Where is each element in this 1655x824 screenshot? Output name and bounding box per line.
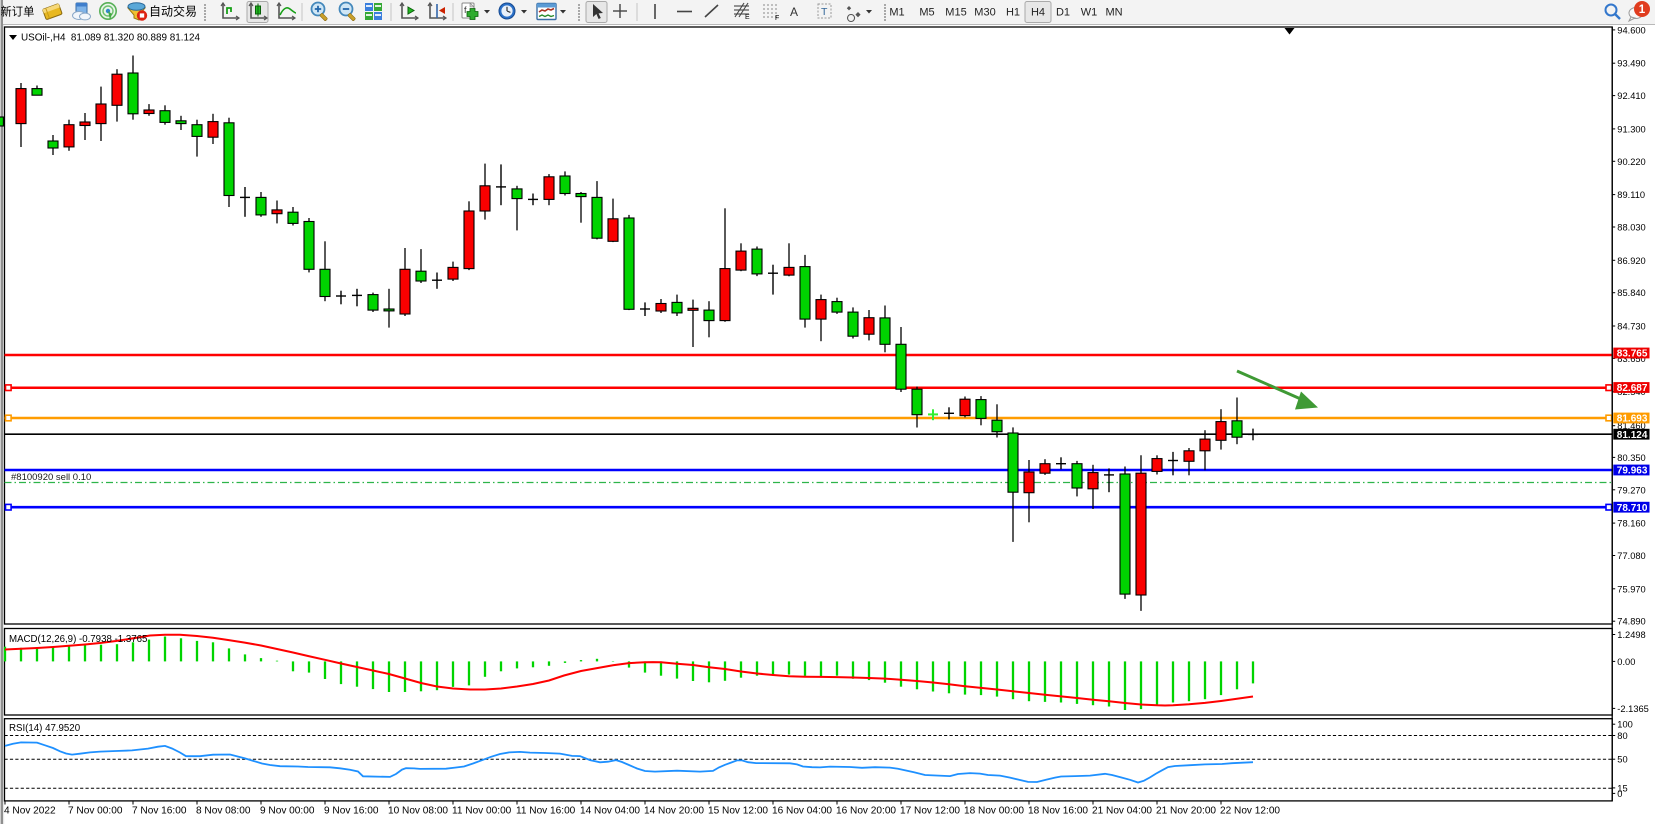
svg-text:90.220: 90.220	[1617, 157, 1645, 167]
svg-text:79.270: 79.270	[1617, 485, 1645, 495]
svg-text:7 Nov 00:00: 7 Nov 00:00	[68, 806, 123, 817]
svg-text:89.110: 89.110	[1617, 190, 1645, 200]
svg-text:74.890: 74.890	[1617, 617, 1645, 627]
svg-text:9 Nov 16:00: 9 Nov 16:00	[324, 806, 379, 817]
svg-text:81.460: 81.460	[1617, 421, 1645, 431]
svg-text:M15: M15	[945, 7, 966, 19]
svg-text:82.687: 82.687	[1617, 383, 1648, 394]
svg-text:78.160: 78.160	[1617, 519, 1645, 529]
svg-text:75.970: 75.970	[1617, 584, 1645, 594]
svg-text:16 Nov 20:00: 16 Nov 20:00	[836, 806, 896, 817]
svg-text:21 Nov 20:00: 21 Nov 20:00	[1156, 806, 1216, 817]
svg-text:91.300: 91.300	[1617, 124, 1645, 134]
svg-text:4 Nov 2022: 4 Nov 2022	[4, 806, 56, 817]
svg-text:81.693: 81.693	[1617, 414, 1648, 425]
svg-text:18 Nov 00:00: 18 Nov 00:00	[964, 806, 1024, 817]
svg-text:88.030: 88.030	[1617, 223, 1645, 233]
svg-text:MN: MN	[1105, 7, 1122, 19]
svg-text:80: 80	[1617, 731, 1627, 741]
svg-text:D1: D1	[1056, 7, 1070, 19]
svg-text:79.963: 79.963	[1617, 466, 1648, 477]
svg-text:H1: H1	[1006, 7, 1020, 19]
svg-text:11 Nov 16:00: 11 Nov 16:00	[516, 806, 576, 817]
svg-text:W1: W1	[1081, 7, 1098, 19]
svg-text:M30: M30	[974, 7, 995, 19]
svg-text:T: T	[821, 6, 828, 18]
svg-text:M1: M1	[889, 7, 904, 19]
svg-text:84.730: 84.730	[1617, 322, 1645, 332]
svg-text:0.00: 0.00	[1617, 657, 1635, 667]
svg-text:21 Nov 04:00: 21 Nov 04:00	[1092, 806, 1152, 817]
svg-text:8 Nov 08:00: 8 Nov 08:00	[196, 806, 251, 817]
svg-text:1: 1	[1639, 4, 1646, 16]
svg-text:M5: M5	[919, 7, 934, 19]
svg-text:80.350: 80.350	[1617, 453, 1645, 463]
svg-text:92.410: 92.410	[1617, 91, 1645, 101]
svg-text:17 Nov 12:00: 17 Nov 12:00	[900, 806, 960, 817]
svg-text:86.920: 86.920	[1617, 256, 1645, 266]
svg-text:A: A	[790, 5, 798, 19]
svg-text:0: 0	[1617, 789, 1622, 799]
svg-text:18 Nov 16:00: 18 Nov 16:00	[1028, 806, 1088, 817]
svg-text:16 Nov 04:00: 16 Nov 04:00	[772, 806, 832, 817]
svg-text:94.600: 94.600	[1617, 25, 1645, 35]
svg-text:93.490: 93.490	[1617, 59, 1645, 69]
svg-text:14 Nov 04:00: 14 Nov 04:00	[580, 806, 640, 817]
svg-text:1.2498: 1.2498	[1617, 630, 1645, 640]
svg-text:83.650: 83.650	[1617, 354, 1645, 364]
svg-text:f: f	[464, 5, 467, 15]
svg-text:-2.1365: -2.1365	[1617, 704, 1649, 714]
svg-text:9 Nov 00:00: 9 Nov 00:00	[260, 806, 315, 817]
svg-text:F: F	[775, 15, 779, 22]
svg-text:H4: H4	[1031, 7, 1045, 19]
svg-text:81.124: 81.124	[1617, 430, 1648, 441]
svg-text:78.710: 78.710	[1617, 503, 1648, 514]
svg-text:10 Nov 08:00: 10 Nov 08:00	[388, 806, 448, 817]
svg-text:#8100920 sell 0.10: #8100920 sell 0.10	[11, 472, 91, 483]
svg-text:15: 15	[1617, 783, 1627, 793]
svg-text:83.765: 83.765	[1617, 349, 1648, 360]
svg-text:77.080: 77.080	[1617, 551, 1645, 561]
svg-text:7 Nov 16:00: 7 Nov 16:00	[132, 806, 187, 817]
svg-text:22 Nov 12:00: 22 Nov 12:00	[1220, 806, 1280, 817]
svg-text:85.840: 85.840	[1617, 288, 1645, 298]
svg-text:15 Nov 12:00: 15 Nov 12:00	[708, 806, 768, 817]
svg-text:100: 100	[1617, 720, 1633, 730]
svg-text:50: 50	[1617, 755, 1627, 765]
svg-text:新订单: 新订单	[1, 5, 35, 19]
svg-text:E: E	[745, 14, 750, 21]
svg-text:11 Nov 00:00: 11 Nov 00:00	[452, 806, 512, 817]
svg-text:USOil-,H4 81.089 81.320 80.88: USOil-,H4 81.089 81.320 80.889 81.124	[21, 33, 200, 44]
svg-text:MACD(12,26,9) -0.7938 -1.3765: MACD(12,26,9) -0.7938 -1.3765	[9, 634, 147, 645]
svg-text:14 Nov 20:00: 14 Nov 20:00	[644, 806, 704, 817]
svg-text:自动交易: 自动交易	[149, 4, 197, 19]
svg-text:RSI(14) 47.9520: RSI(14) 47.9520	[9, 723, 81, 734]
